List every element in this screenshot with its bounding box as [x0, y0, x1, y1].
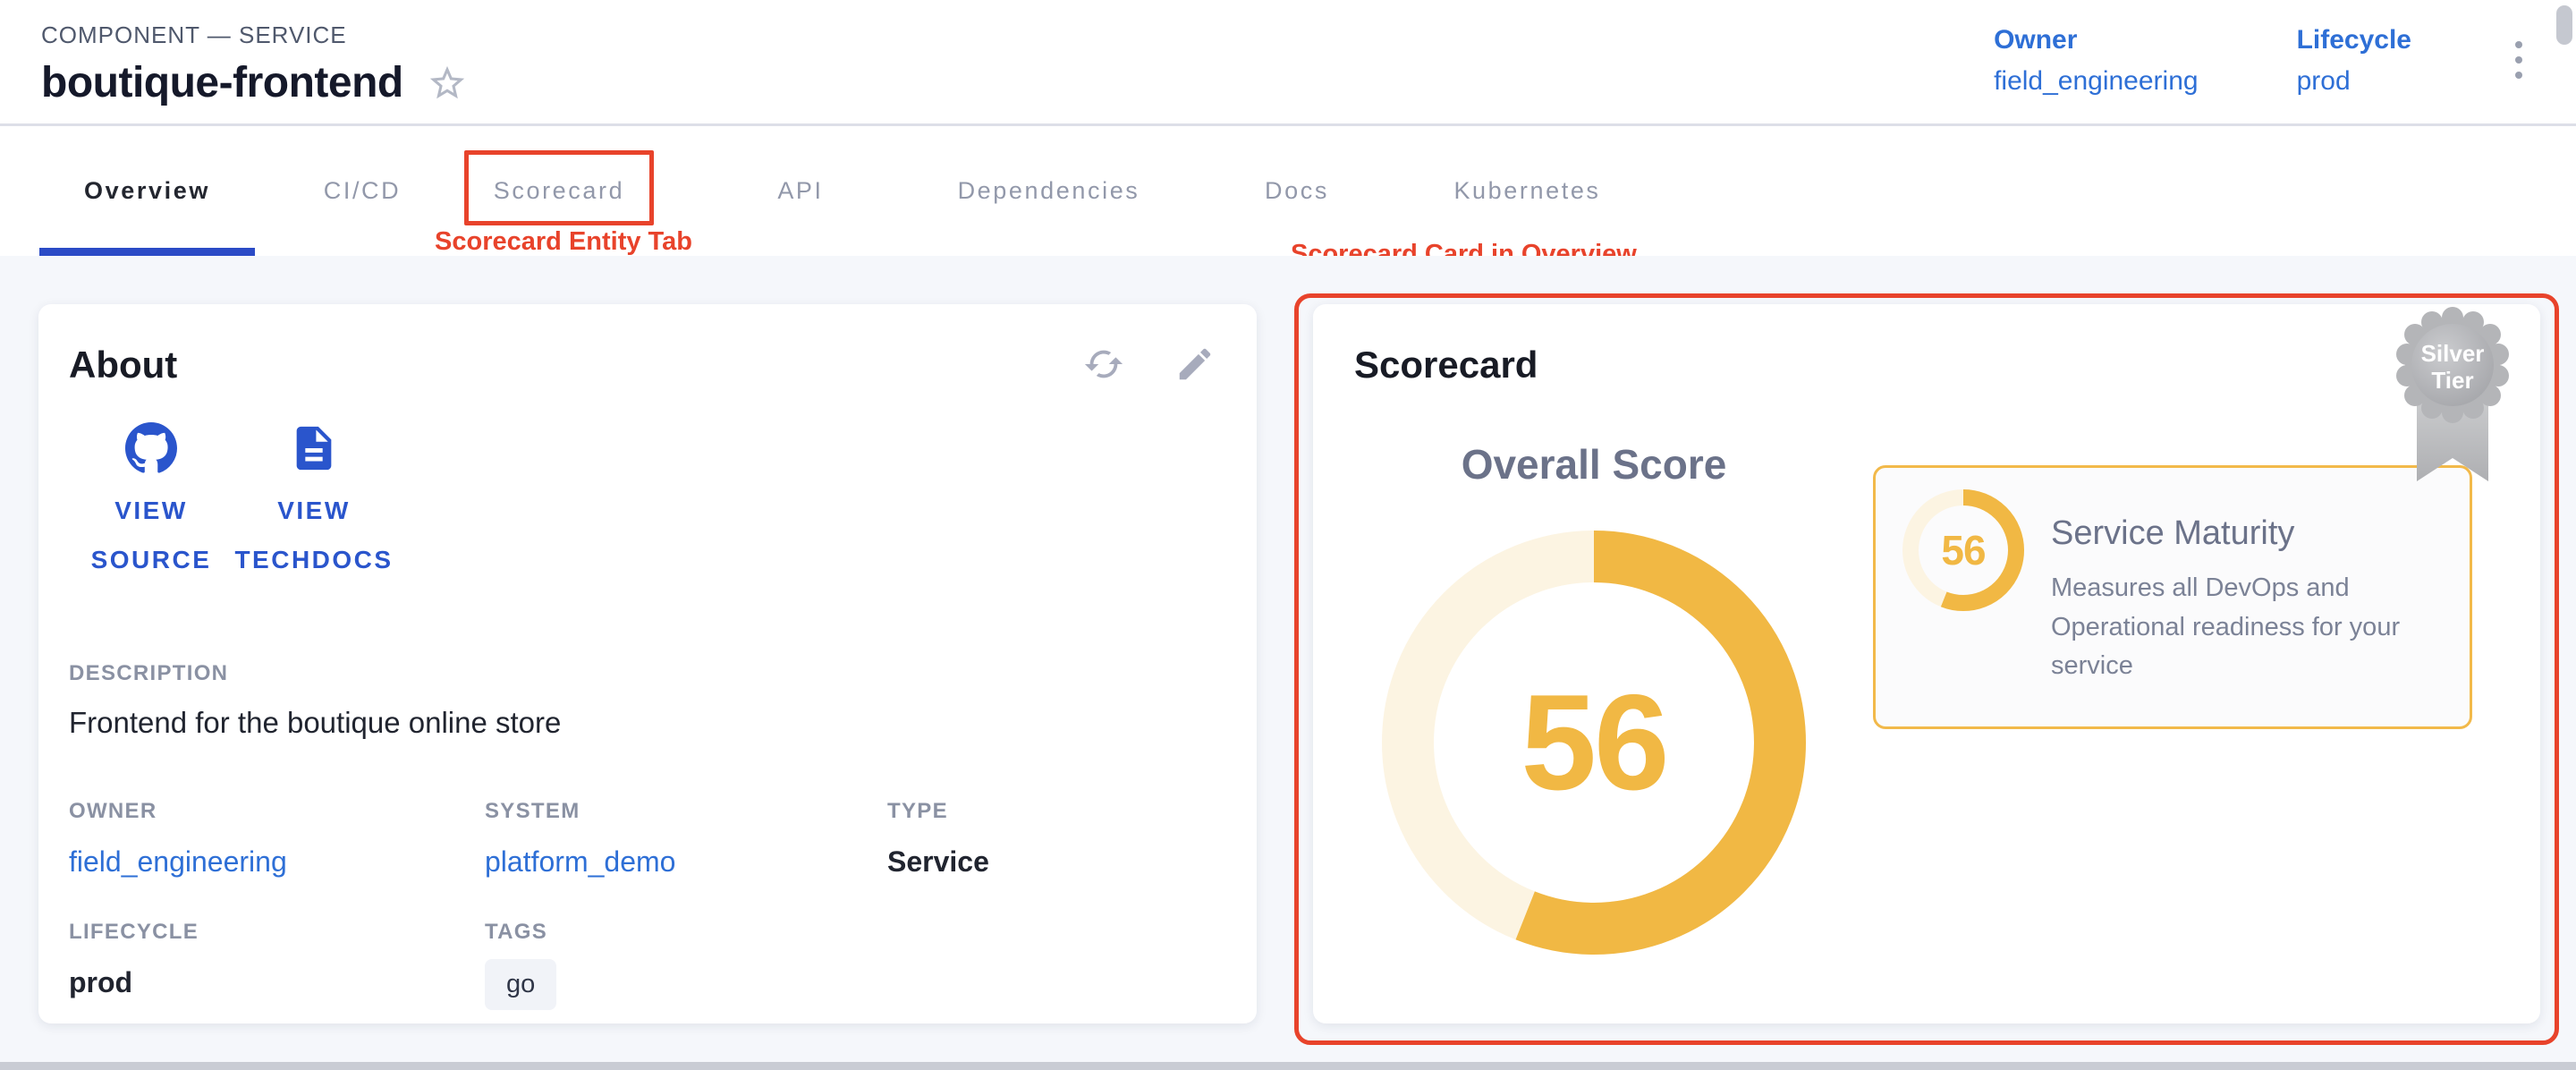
- lifecycle-field-value: prod: [69, 966, 133, 999]
- owner-field-link[interactable]: field_engineering: [69, 845, 287, 879]
- owner-field-label: OWNER: [69, 799, 157, 824]
- service-maturity-card[interactable]: 56 Service Maturity Measures all DevOps …: [1873, 465, 2472, 729]
- description-value: Frontend for the boutique online store: [69, 706, 562, 740]
- view-techdocs-link[interactable]: VIEW TECHDOCS: [234, 422, 394, 584]
- about-heading: About: [69, 344, 178, 386]
- silver-tier-badge: Silver Tier: [2396, 307, 2509, 481]
- tags-field-label: TAGS: [485, 920, 548, 945]
- service-maturity-donut: [1902, 489, 2024, 611]
- tab-kubernetes[interactable]: Kubernetes: [1453, 177, 1601, 204]
- techdocs-icon: [296, 426, 332, 471]
- tab-api[interactable]: API: [777, 177, 824, 204]
- entity-header: COMPONENT — SERVICE boutique-frontend Ow…: [0, 0, 2576, 123]
- entity-kind-overline: COMPONENT — SERVICE: [41, 21, 347, 48]
- type-field-value: Service: [887, 845, 989, 879]
- view-source-label: VIEW SOURCE: [90, 497, 212, 573]
- more-options-kebab-icon[interactable]: [2510, 36, 2528, 84]
- lifecycle-value[interactable]: prod: [2296, 66, 2351, 96]
- owner-field: OWNER field_engineering: [69, 799, 485, 879]
- owner-label[interactable]: Owner: [1994, 25, 2078, 55]
- type-field-label: TYPE: [887, 799, 948, 824]
- overall-score-value: 56: [1521, 666, 1669, 819]
- edit-pencil-icon[interactable]: [1174, 344, 1216, 385]
- about-fields-grid: OWNER field_engineering SYSTEM platform_…: [69, 799, 1221, 1011]
- overall-score-label: Overall Score: [1461, 441, 1727, 488]
- view-source-link[interactable]: VIEW SOURCE: [74, 422, 228, 584]
- lifecycle-field-label: LIFECYCLE: [69, 920, 199, 945]
- tab-overview[interactable]: Overview: [39, 126, 255, 256]
- owner-value-link[interactable]: field_engineering: [1994, 66, 2199, 96]
- tags-field: TAGS go: [485, 920, 887, 1011]
- tab-cicd[interactable]: CI/CD: [323, 177, 402, 204]
- about-card: About VIEW SOURCE VIEW TECHDOCS: [38, 304, 1257, 1023]
- entity-tabbar: Overview CI/CD Scorecard API Dependencie…: [0, 126, 2576, 256]
- scorecard-card: Scorecard Overall Score 56 56 Service Ma…: [1313, 304, 2540, 1023]
- tab-docs[interactable]: Docs: [1265, 177, 1329, 204]
- page-title: boutique-frontend: [41, 59, 403, 106]
- system-field-label: SYSTEM: [485, 799, 580, 824]
- window-bottom-edge: [0, 1062, 2576, 1070]
- service-maturity-title: Service Maturity: [2051, 514, 2295, 552]
- github-icon: [125, 422, 177, 473]
- description-label: DESCRIPTION: [69, 661, 229, 686]
- owner-meta: Owner field_engineering: [1994, 25, 2199, 97]
- entity-header-left: COMPONENT — SERVICE boutique-frontend: [0, 0, 468, 123]
- view-techdocs-label: VIEW TECHDOCS: [234, 497, 394, 573]
- overview-content: About VIEW SOURCE VIEW TECHDOCS: [0, 256, 2576, 1070]
- type-field: TYPE Service: [887, 799, 1221, 879]
- system-field-link[interactable]: platform_demo: [485, 845, 676, 879]
- scrollbar-thumb[interactable]: [2556, 5, 2572, 45]
- lifecycle-label[interactable]: Lifecycle: [2296, 25, 2411, 55]
- badge-tier-line2: Tier: [2431, 367, 2473, 394]
- favorite-star-icon[interactable]: [427, 63, 468, 104]
- header-divider: [0, 123, 2576, 126]
- description-field: DESCRIPTION Frontend for the boutique on…: [69, 661, 1221, 740]
- scorecard-heading: Scorecard: [1354, 344, 1538, 386]
- tab-scorecard[interactable]: Scorecard: [493, 177, 625, 204]
- lifecycle-meta: Lifecycle prod: [2297, 25, 2411, 97]
- overall-score-donut: [1382, 531, 1806, 955]
- badge-tier-line1: Silver: [2421, 340, 2485, 367]
- service-maturity-description: Measures all DevOps and Operational read…: [2051, 573, 2401, 680]
- service-maturity-score: 56: [1941, 527, 1986, 573]
- refresh-icon[interactable]: [1083, 344, 1124, 385]
- about-quick-links: VIEW SOURCE VIEW TECHDOCS: [69, 422, 1221, 584]
- lifecycle-field: LIFECYCLE prod: [69, 920, 485, 1010]
- entity-header-meta: Owner field_engineering Lifecycle prod: [1994, 0, 2576, 123]
- system-field: SYSTEM platform_demo: [485, 799, 887, 879]
- annotation-scorecard-tab-label: Scorecard Entity Tab: [435, 227, 692, 256]
- tab-dependencies[interactable]: Dependencies: [957, 177, 1140, 204]
- tag-chip[interactable]: go: [485, 959, 557, 1011]
